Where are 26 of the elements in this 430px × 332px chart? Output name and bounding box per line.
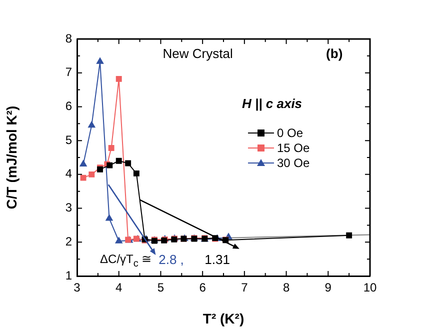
text: New Crystal [162, 46, 233, 61]
x-tick-label: 4 [116, 280, 123, 295]
annotation: 1.31 [204, 252, 230, 267]
x-axis-title: T² (K²) [202, 310, 244, 326]
annotation: 2.8 , [158, 252, 184, 267]
y-axis-title: C/T (mJ/mol K²) [3, 106, 20, 210]
x-tick-label: 10 [363, 280, 377, 295]
legend-title: H || c axis [242, 96, 304, 111]
y-tick-label: 8 [65, 31, 72, 46]
annotation: (b) [326, 46, 343, 61]
x-tick-label: 7 [241, 280, 248, 295]
y-tick-label: 2 [65, 234, 72, 248]
legend-label: 0 Oe [277, 126, 304, 140]
y-tick-label: 1 [65, 268, 72, 282]
x-tick-label: 8 [282, 280, 290, 295]
y-tick-label: 4 [65, 166, 72, 181]
x-tick-label: 9 [324, 280, 332, 295]
x-tick-label: 6 [199, 280, 206, 295]
y-tick-label: 3 [65, 200, 72, 215]
legend-label: 15 Oe [277, 140, 310, 154]
y-tick-label: 6 [65, 99, 72, 114]
legend-label: 30 Oe [277, 156, 310, 170]
x-tick-label: 5 [157, 280, 164, 295]
y-tick-label: 7 [65, 65, 72, 80]
y-tick-label: 5 [65, 132, 72, 147]
annotation: ΔC/γT$_{c}$ ≅ [100, 252, 152, 269]
